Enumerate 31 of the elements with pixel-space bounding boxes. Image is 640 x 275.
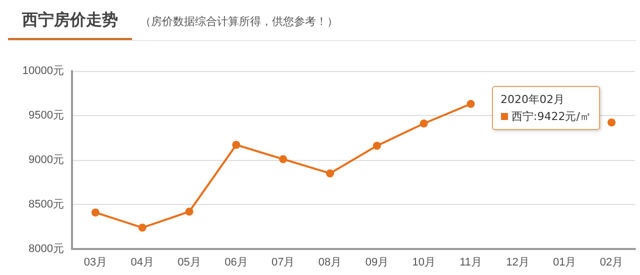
x-tick-label: 04月 [130,256,154,268]
y-tick-label: 9500元 [28,110,64,122]
x-tick-label: 07月 [272,256,295,268]
y-tick-label: 10000元 [22,65,64,77]
chart-subtitle: （房价数据综合计算所得，供您参考！） [140,14,338,29]
point [326,169,334,178]
annotation: 2020年02月 [500,93,565,106]
x-tick-label: 01月 [553,256,576,268]
y-tick-label: 8500元 [28,198,64,210]
x-tick-label: 03月 [84,256,108,268]
chart-title: 西宁房价走势 [22,10,118,31]
x-tick-label: 06月 [224,256,248,268]
point [138,224,146,232]
y-tick-label: 9000元 [28,154,64,166]
point [466,100,475,108]
x-tick-label: 09月 [365,256,389,268]
point [232,140,240,149]
point [372,142,381,150]
x-tick-label: 05月 [178,256,201,268]
x-tick-label: 11月 [460,256,482,268]
x-tick-label: 02月 [600,256,624,268]
x-tick-label: 10月 [412,256,436,268]
point [608,118,616,126]
point [420,120,428,128]
x-tick-label: 12月 [506,256,530,268]
point [279,155,288,164]
y-tick-label: 8000元 [28,243,64,255]
point [185,208,194,216]
x-tick-label: 08月 [318,256,342,268]
point [91,208,100,217]
annotation: 西宁:9422元/㎡ [500,110,591,124]
